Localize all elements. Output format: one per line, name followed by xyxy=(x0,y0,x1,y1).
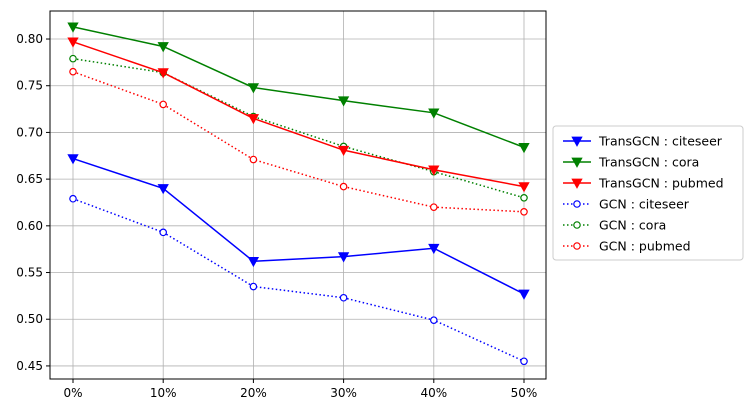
data-point xyxy=(69,54,77,63)
y-axis: 0.45 0.50 0.55 0.60 0.65 0.70 0.75 0.80 xyxy=(16,32,50,373)
data-point xyxy=(520,357,528,366)
legend-entry: TransGCN : cora xyxy=(563,155,699,170)
series-line xyxy=(72,71,525,213)
x-tick-label: 10% xyxy=(150,386,177,400)
x-tick-label: 30% xyxy=(330,386,357,400)
data-point xyxy=(573,200,581,208)
data-point xyxy=(518,289,530,300)
legend-label: TransGCN : cora xyxy=(598,155,699,170)
data-point xyxy=(518,143,530,154)
data-point xyxy=(573,242,581,250)
data-point xyxy=(520,194,528,202)
data-point xyxy=(428,108,440,119)
plot-area-frame xyxy=(49,10,547,380)
data-point xyxy=(337,145,350,156)
data-point xyxy=(67,22,79,33)
grid-lines xyxy=(50,11,546,379)
data-point xyxy=(159,228,168,237)
legend-label: TransGCN : pubmed xyxy=(598,176,724,191)
data-point xyxy=(247,256,260,268)
series-transgcn-pubmed xyxy=(67,37,530,193)
legend-frame xyxy=(552,125,744,261)
x-tick-label: 40% xyxy=(420,386,447,400)
legend-entry: GCN : pubmed xyxy=(563,239,691,254)
y-tick-label: 0.55 xyxy=(16,266,43,280)
data-point xyxy=(247,114,260,125)
data-point xyxy=(157,68,169,79)
data-point xyxy=(249,282,258,291)
x-axis: 0% 10% 20% 30% 40% 50% xyxy=(63,379,537,400)
series-line xyxy=(72,198,525,362)
data-point xyxy=(571,136,583,147)
data-point xyxy=(337,252,350,263)
data-point xyxy=(518,182,530,193)
x-tick-label: 0% xyxy=(63,386,82,400)
data-point xyxy=(67,154,79,165)
series-transgcn-cora xyxy=(67,22,530,154)
series-line xyxy=(72,26,525,149)
data-point xyxy=(428,165,440,176)
legend-entry: GCN : citeseer xyxy=(563,197,690,212)
y-tick-label: 0.70 xyxy=(16,125,43,139)
legend-entry: TransGCN : pubmed xyxy=(563,176,724,191)
data-point xyxy=(247,83,260,94)
data-point xyxy=(157,42,169,53)
data-point xyxy=(337,96,350,107)
data-point xyxy=(159,100,168,109)
data-point xyxy=(520,208,528,216)
data-point xyxy=(69,67,77,76)
legend-label: GCN : citeseer xyxy=(599,197,690,212)
data-point xyxy=(157,184,169,195)
legend-entry: TransGCN : citeseer xyxy=(563,134,723,149)
y-tick-label: 0.50 xyxy=(16,312,43,326)
legend-label: TransGCN : citeseer xyxy=(598,134,723,149)
legend-label: GCN : cora xyxy=(599,218,666,233)
legend: TransGCN : citeseer TransGCN : cora TransG… xyxy=(552,125,744,261)
x-tick-label: 50% xyxy=(511,386,538,400)
series-group xyxy=(67,22,530,366)
data-point xyxy=(571,178,583,189)
data-point xyxy=(571,157,583,168)
data-point xyxy=(249,155,258,164)
data-point xyxy=(67,37,79,48)
y-tick-label: 0.60 xyxy=(16,219,43,233)
series-transgcn-citeseer xyxy=(67,154,530,300)
series-gcn-pubmed xyxy=(69,67,528,216)
data-point xyxy=(339,182,348,191)
data-point xyxy=(69,194,77,203)
legend-entry: GCN : cora xyxy=(563,218,666,233)
legend-label: GCN : pubmed xyxy=(599,239,691,254)
data-point xyxy=(428,243,440,255)
data-point xyxy=(339,293,348,302)
series-line xyxy=(72,157,525,295)
data-point xyxy=(429,203,438,211)
data-point xyxy=(429,316,438,324)
series-line xyxy=(72,57,525,199)
series-gcn-citeseer xyxy=(69,194,528,366)
x-tick-label: 20% xyxy=(240,386,267,400)
y-tick-label: 0.65 xyxy=(16,172,43,186)
y-tick-label: 0.75 xyxy=(16,79,43,93)
data-point xyxy=(573,221,581,229)
y-tick-label: 0.80 xyxy=(16,32,43,46)
series-line xyxy=(72,41,525,188)
y-tick-label: 0.45 xyxy=(16,359,43,373)
